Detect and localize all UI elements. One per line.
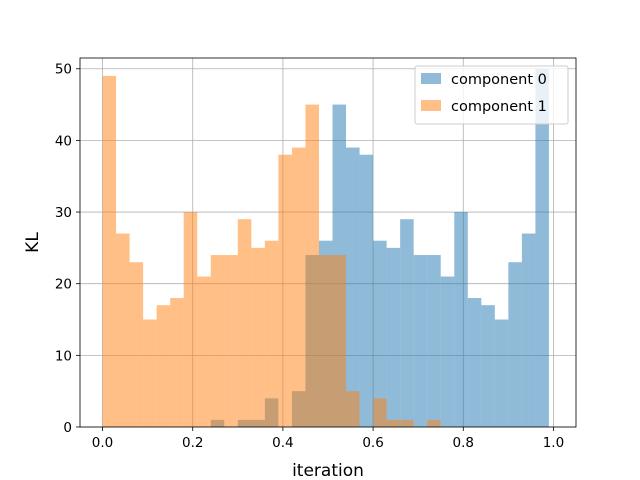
histogram-bar <box>116 233 130 427</box>
ticks-layer: 0.0 0.2 0.4 0.6 0.8 1.0 0 10 20 30 40 50 <box>55 62 564 451</box>
x-tick-label: 0.2 <box>182 435 203 451</box>
x-tick-label: 0.0 <box>92 435 113 451</box>
histogram-bar <box>210 255 225 427</box>
histogram-bar <box>481 305 495 427</box>
histogram-bar <box>373 240 387 427</box>
histogram-bar <box>278 154 292 427</box>
histogram-bar <box>373 398 387 427</box>
histogram-bar <box>346 147 360 427</box>
histogram-bar <box>170 298 184 427</box>
plot-frame <box>79 57 577 428</box>
histogram-bar <box>237 219 252 427</box>
y-axis-label: KL <box>23 232 43 253</box>
histogram-bar <box>427 419 441 427</box>
histogram-bar <box>427 255 441 427</box>
legend-box <box>414 65 569 125</box>
histogram-bar <box>143 319 157 427</box>
histogram-bar <box>264 240 279 427</box>
histogram-bar <box>251 247 265 427</box>
histogram-bar <box>346 391 360 427</box>
legend-label-component-1: component 1 <box>451 99 547 115</box>
histogram-bar <box>332 255 347 427</box>
bars-layer <box>102 68 549 428</box>
histogram-bar <box>305 104 319 427</box>
histogram-bar <box>197 276 211 427</box>
histogram-bar <box>400 419 414 427</box>
series-1-bars <box>102 75 441 427</box>
histogram-bar <box>386 419 401 427</box>
histogram-bar <box>156 305 171 427</box>
histogram-bar <box>129 262 144 427</box>
x-axis-label: iteration <box>292 461 364 480</box>
histogram-bar <box>467 298 482 427</box>
y-tick-label: 10 <box>55 348 72 364</box>
x-tick-label: 0.4 <box>272 435 293 451</box>
histogram-bar <box>508 262 522 427</box>
histogram-bar <box>535 68 549 428</box>
y-tick-label: 40 <box>55 133 72 149</box>
x-tick-label: 1.0 <box>543 435 564 451</box>
legend-label-component-0: component 0 <box>451 72 547 88</box>
histogram-bar <box>386 247 401 427</box>
histogram-bar <box>413 255 428 427</box>
histogram-bar <box>440 276 455 427</box>
histogram-bar <box>494 319 509 427</box>
x-tick-label: 0.8 <box>453 435 474 451</box>
histogram-bar <box>183 212 198 427</box>
histogram-bar <box>454 212 468 427</box>
histogram-bar <box>291 147 306 427</box>
histogram-bar <box>318 255 333 427</box>
legend: component 0 component 1 <box>414 65 569 125</box>
histogram-bar <box>521 233 536 427</box>
histogram-bar <box>400 219 414 427</box>
histogram-bar <box>224 255 238 427</box>
y-tick-label: 50 <box>55 62 72 78</box>
legend-swatch-component-0 <box>421 73 441 84</box>
y-tick-label: 20 <box>55 277 72 293</box>
legend-swatch-component-1 <box>421 100 441 111</box>
x-tick-label: 0.6 <box>362 435 383 451</box>
histogram-bar <box>359 154 374 427</box>
histogram-bar <box>102 75 117 427</box>
y-tick-label: 30 <box>55 205 72 221</box>
y-tick-label: 0 <box>63 420 72 436</box>
